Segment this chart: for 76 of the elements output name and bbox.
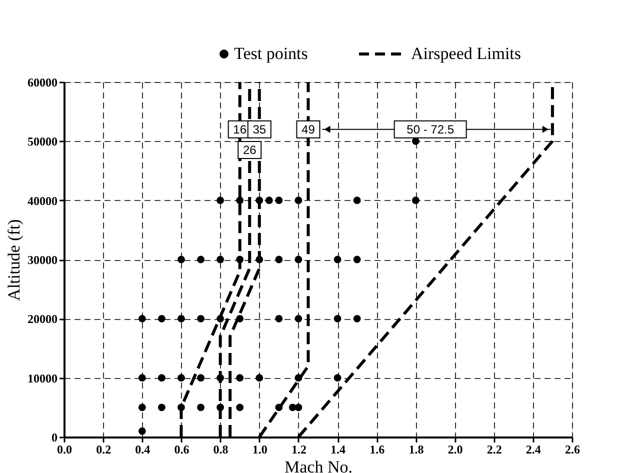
point — [138, 427, 146, 435]
legend-label: Airspeed Limits — [411, 44, 522, 63]
point — [216, 374, 224, 382]
x-tick-label: 1.6 — [370, 442, 385, 456]
point — [216, 314, 224, 322]
point — [138, 374, 146, 382]
x-tick-label: 0.0 — [57, 442, 72, 456]
point — [216, 256, 224, 264]
x-tick-label: 0.8 — [213, 442, 228, 456]
point — [275, 314, 283, 322]
point — [178, 404, 185, 412]
x-tick-label: 0.4 — [135, 442, 150, 456]
point — [275, 256, 283, 264]
y-axis-title: Altitude (ft) — [4, 219, 24, 301]
point — [353, 314, 361, 322]
annotation: 16 — [233, 122, 247, 136]
point — [265, 196, 273, 204]
point — [275, 196, 283, 204]
point — [236, 256, 244, 264]
point — [197, 314, 204, 322]
x-tick-label: 2.2 — [486, 442, 502, 456]
point — [197, 256, 204, 264]
point — [334, 256, 342, 264]
y-tick-label: 60000 — [28, 76, 58, 90]
point — [256, 374, 264, 382]
annotation: 49 — [302, 122, 316, 136]
x-tick-label: 1.0 — [252, 442, 268, 456]
point — [216, 404, 224, 412]
x-tick-label: 1.2 — [291, 442, 306, 456]
point — [236, 314, 244, 322]
point — [138, 314, 146, 322]
point — [178, 374, 185, 382]
y-tick-label: 0 — [52, 430, 58, 444]
point — [236, 404, 244, 412]
point — [236, 374, 244, 382]
x-tick-label: 1.8 — [408, 442, 424, 456]
point — [353, 256, 361, 264]
point — [236, 196, 244, 204]
y-tick-label: 10000 — [28, 371, 58, 386]
point — [178, 256, 185, 264]
point — [353, 196, 361, 204]
point — [412, 137, 420, 145]
point — [256, 196, 264, 204]
point — [294, 374, 302, 382]
x-tick-label: 0.2 — [96, 442, 112, 456]
point — [275, 404, 283, 412]
x-tick-label: 0.6 — [174, 442, 190, 456]
point — [158, 314, 166, 322]
point — [158, 404, 166, 412]
point — [158, 374, 166, 382]
point — [138, 404, 146, 412]
point — [197, 404, 204, 412]
point — [334, 374, 342, 382]
y-tick-label: 30000 — [28, 253, 58, 267]
annotation: 35 — [252, 122, 266, 136]
point — [216, 196, 224, 204]
annotation: 26 — [242, 143, 257, 158]
point — [412, 196, 420, 204]
x-tick-label: 2.0 — [448, 442, 463, 456]
point — [256, 256, 264, 264]
y-tick-label: 40000 — [28, 194, 58, 208]
point — [197, 374, 204, 382]
legend-label: Test points — [234, 44, 308, 63]
point — [178, 314, 185, 322]
point — [294, 314, 302, 322]
annotation: 50 - 72.5 — [406, 122, 454, 136]
y-tick-label: 20000 — [28, 312, 58, 326]
y-tick-label: 50000 — [28, 134, 58, 149]
point — [294, 196, 302, 204]
x-tick-label: 1.4 — [330, 442, 346, 456]
point — [294, 256, 302, 264]
x-tick-label: 2.4 — [526, 442, 541, 456]
x-tick-label: 2.6 — [565, 442, 580, 456]
point — [334, 314, 342, 322]
x-axis-title: Mach No. — [284, 458, 352, 473]
point — [294, 404, 302, 412]
